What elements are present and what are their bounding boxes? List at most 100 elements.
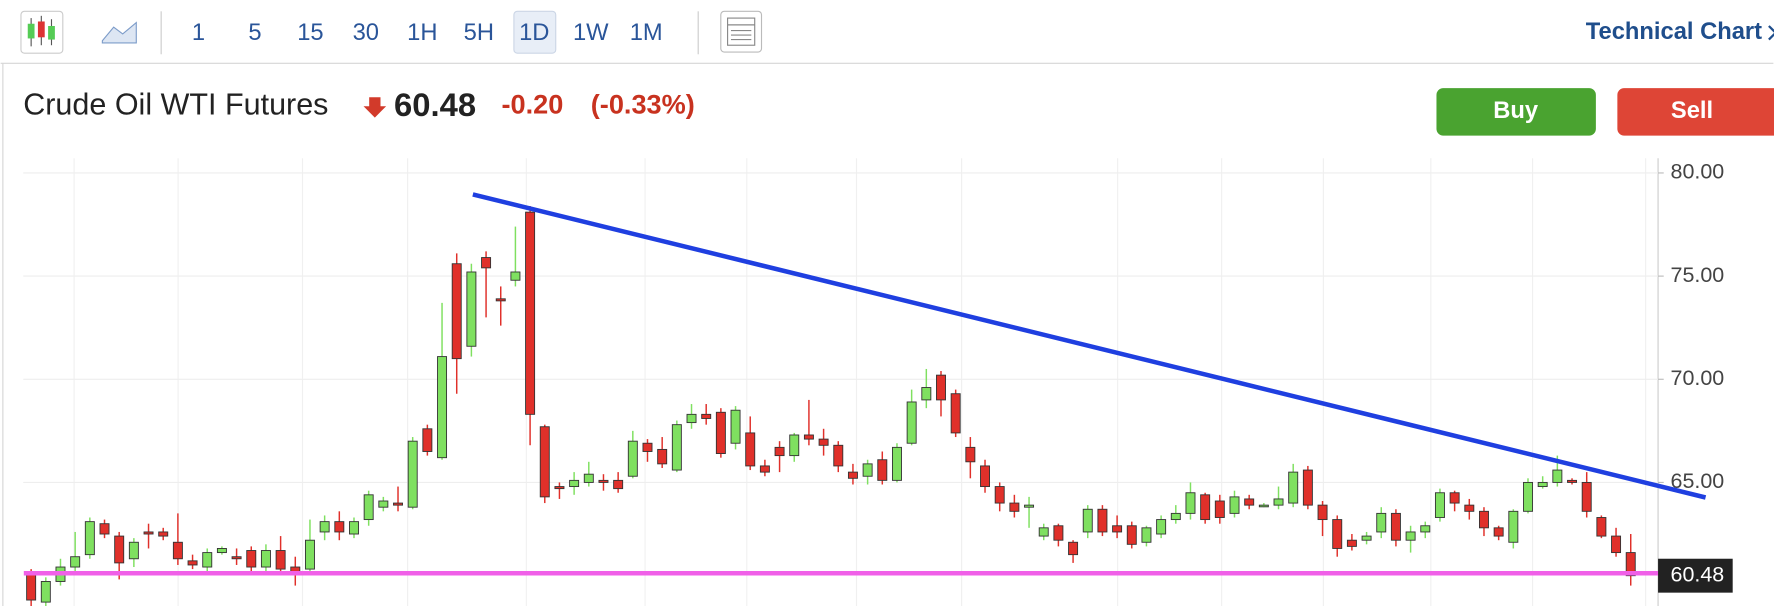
candle-body [1126, 525, 1137, 545]
interval-button[interactable]: 30 [353, 20, 379, 46]
candle-body [1523, 481, 1533, 512]
chevron [1768, 25, 1774, 41]
candle-body [466, 271, 477, 347]
candle-body [437, 356, 448, 459]
candle-body [128, 541, 139, 560]
candle-body [745, 432, 756, 467]
candle-body [818, 438, 829, 446]
interval-button[interactable]: 1H [407, 20, 437, 46]
candle-body [1434, 492, 1445, 518]
candle-body [598, 479, 609, 483]
candle-body [319, 521, 330, 533]
candle-body [216, 548, 227, 554]
candle-body [1244, 498, 1255, 506]
candle-body [583, 473, 594, 483]
candle-body [877, 459, 888, 481]
y-tick-label: 80.00 [1671, 160, 1725, 184]
candle-body [1317, 504, 1328, 521]
candle-body [1537, 481, 1548, 488]
interval-button[interactable]: 1 [192, 20, 205, 46]
instrument-name: Crude Oil WTI Futures [23, 87, 328, 121]
interval-button[interactable]: 1W [573, 20, 609, 46]
candle-body [906, 401, 917, 444]
candle-body [172, 541, 183, 560]
candle-body [114, 535, 125, 564]
candle-body [1596, 517, 1607, 537]
candle-body [1112, 525, 1123, 533]
candle-glyph-body [48, 26, 55, 40]
table-icon[interactable] [720, 10, 763, 53]
candle-glyph-body [27, 23, 35, 39]
candle-body [1024, 504, 1035, 508]
candle-body [1479, 510, 1489, 529]
candle-body [1420, 525, 1431, 533]
candle-body [980, 465, 990, 488]
candle-body [1581, 481, 1592, 512]
sell-label[interactable]: Sell [1671, 98, 1713, 124]
table-glyph [727, 17, 756, 46]
buy-label[interactable]: Buy [1493, 98, 1539, 124]
candle-body [569, 479, 580, 488]
candle-body [70, 556, 81, 568]
candle-body [1009, 502, 1020, 512]
line-icon[interactable] [101, 21, 137, 44]
candle-body [1361, 535, 1372, 541]
candle-body [701, 413, 712, 419]
candle-body [187, 560, 198, 566]
candle-body [1185, 492, 1196, 514]
interval-button[interactable]: 5 [248, 20, 261, 46]
candle-body [994, 486, 1005, 504]
buy-button[interactable] [1436, 88, 1596, 136]
interval-button[interactable]: 1D [519, 20, 549, 46]
candle-body [1449, 492, 1460, 504]
candle-body [715, 411, 726, 455]
candle-body [1376, 512, 1387, 533]
candle-body [26, 572, 37, 601]
candle-body [481, 257, 492, 269]
toolbar: 1 5 15 30 1H 5H 1D 1W 1M Technical Chart [0, 10, 1774, 64]
candle-body [803, 434, 814, 440]
candle-body [495, 298, 506, 302]
trend-line [472, 192, 1707, 500]
candle-body [451, 263, 462, 360]
candle-body [950, 393, 961, 434]
candle-body [143, 531, 154, 535]
candle-body [1082, 508, 1093, 533]
candle-body [1611, 535, 1622, 554]
candle-body [1346, 539, 1357, 547]
candle-body [965, 446, 976, 463]
interval-button[interactable]: 5H [464, 20, 494, 46]
candle-body [1097, 508, 1108, 533]
candle-body [1229, 496, 1240, 514]
candle-body [921, 387, 932, 401]
candle-body [1170, 512, 1181, 521]
candle-body [260, 550, 271, 568]
candle-body [847, 471, 858, 479]
interval-button[interactable]: 1M [630, 20, 663, 46]
candle-body [525, 211, 536, 415]
candle-glyph-body [37, 21, 45, 38]
candle-body [1214, 500, 1225, 518]
candle-body [363, 494, 374, 521]
candle-body [1273, 498, 1284, 506]
sell-button[interactable] [1617, 88, 1774, 136]
candle-body [671, 424, 682, 471]
candle-body [1508, 510, 1519, 543]
candle-body [40, 581, 51, 603]
last-price-box [1658, 558, 1733, 593]
candle-body [1156, 519, 1167, 535]
candle-body [349, 521, 359, 535]
candle-body [1405, 531, 1416, 541]
last-price-label: 60.48 [1671, 562, 1725, 586]
candle-body [686, 413, 697, 424]
candle-body [759, 465, 770, 473]
technical-chart-link[interactable]: Technical Chart [1586, 19, 1762, 45]
candle-body [393, 502, 403, 506]
candle-body [1200, 494, 1211, 521]
candle-body [1053, 525, 1064, 541]
interval-button[interactable]: 15 [297, 20, 323, 46]
percent-change: (-0.33%) [591, 88, 695, 119]
